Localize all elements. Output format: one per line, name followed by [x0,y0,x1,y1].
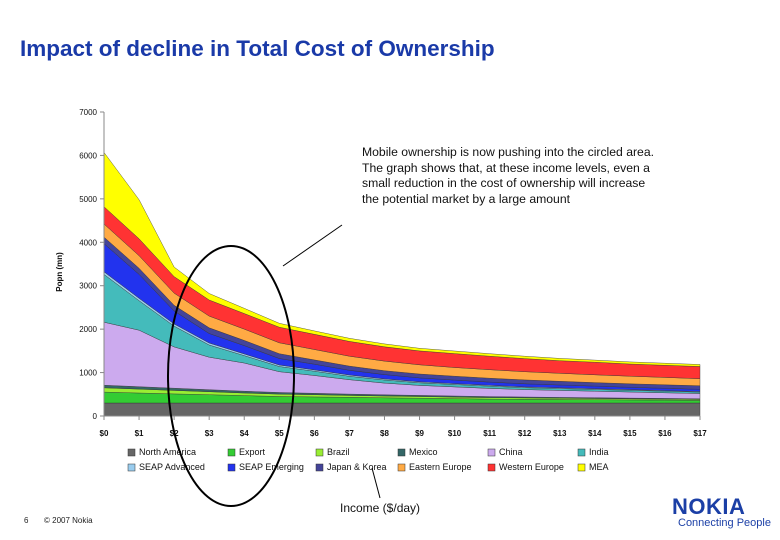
legend-swatch [227,463,236,472]
x-tick-label: $4 [240,429,249,438]
annotation-text: Mobile ownership is now pushing into the… [362,145,660,207]
y-tick-label: 0 [93,412,98,421]
x-tick-label: $8 [380,429,389,438]
x-tick-label: $10 [448,429,462,438]
y-axis-label: Popn (mn) [55,252,64,292]
area-north-america [103,402,701,417]
x-tick-label: $16 [658,429,672,438]
y-tick-label: 1000 [79,369,97,378]
legend-swatch [487,463,496,472]
area-mea [103,151,701,367]
legend-label: North America [139,447,196,457]
annotation-line-2: The graph shows that, at these income le… [362,160,650,206]
legend-label: Mexico [409,447,438,457]
y-tick-labels: 0 1000 2000 3000 4000 5000 6000 7000 [79,108,104,421]
legend-label: Western Europe [499,462,564,472]
legend-swatch [127,448,136,457]
chart-axes [103,112,700,417]
legend-label: SEAP Advanced [139,462,205,472]
x-tick-label: $7 [345,429,354,438]
x-tick-label: $17 [693,429,707,438]
x-tick-label: $11 [483,429,496,438]
xlabel-pointer [371,467,381,499]
legend-label: China [499,447,523,457]
x-tick-label: $12 [518,429,532,438]
page-number: 6 [24,516,29,525]
x-tick-labels: $0 $1 $2 $3 $4 $5 $6 $7 $8 $9 $10 $11 $12 $13 $14 $15 $1… [100,416,707,438]
y-tick-label: 4000 [79,238,97,247]
x-tick-label: $9 [415,429,424,438]
y-tick-label: 6000 [79,151,97,160]
legend-label: MEA [589,462,609,472]
legend-label: Japan & Korea [327,462,387,472]
legend-label: Brazil [327,447,350,457]
x-tick-label: $14 [588,429,602,438]
legend-swatch [577,463,586,472]
x-tick-label: $6 [310,429,319,438]
logo-wordmark: NOKIA [672,494,746,519]
y-tick-label: 5000 [79,195,97,204]
x-tick-label: $5 [275,429,284,438]
x-tick-label: $1 [135,429,144,438]
legend-swatch [227,448,236,457]
highlight-circle [167,245,295,507]
legend-swatch [127,463,136,472]
x-tick-label: $3 [205,429,214,438]
annotation-pointer [282,224,343,267]
copyright-text: © 2007 Nokia [44,516,93,525]
legend-label: India [589,447,609,457]
y-tick-label: 2000 [79,325,97,334]
legend-swatch [397,463,406,472]
legend-label: SEAP Emerging [239,462,304,472]
legend-swatch [487,448,496,457]
y-tick-label: 3000 [79,282,97,291]
legend-label: Eastern Europe [409,462,472,472]
x-tick-label: $13 [553,429,567,438]
y-tick-label: 7000 [79,108,97,117]
chart-legend: North America Export Brazil Mexico China Indi… [127,447,609,472]
logo-tagline: Connecting People [678,517,771,529]
legend-label: Export [239,447,266,457]
x-tick-label: $15 [623,429,637,438]
annotation-line-1: Mobile ownership is now pushing into the… [362,145,654,159]
legend-swatch [315,463,324,472]
nokia-logo: NOKIA Connecting People [672,494,772,534]
x-tick-label: $0 [100,429,109,438]
legend-swatch [315,448,324,457]
legend-swatch [397,448,406,457]
x-axis-label: Income ($/day) [340,501,421,515]
legend-swatch [577,448,586,457]
slide-title: Impact of decline in Total Cost of Owner… [20,36,495,61]
